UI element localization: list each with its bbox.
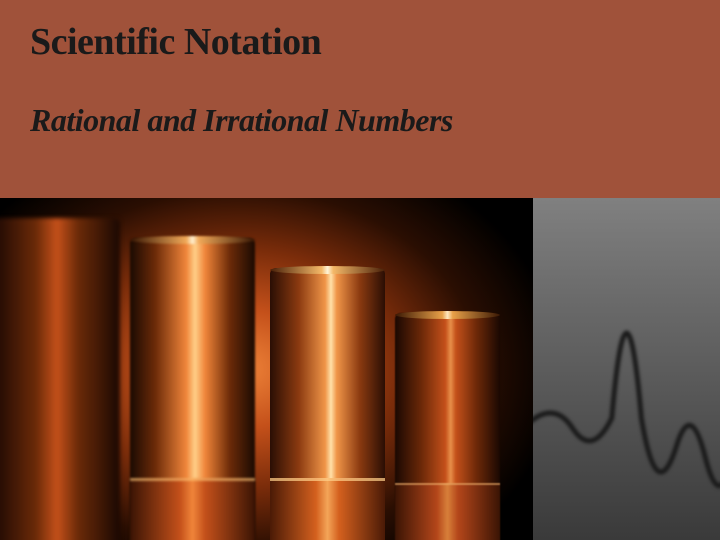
tube-liquid [130, 478, 255, 540]
slide-imagery [0, 198, 720, 540]
test-tube [0, 218, 120, 540]
tube-rim [130, 236, 255, 244]
slide-title: Scientific Notation [30, 20, 690, 64]
tube-liquid [270, 478, 385, 540]
tube-liquid [395, 483, 500, 540]
slide: Scientific Notation Rational and Irratio… [0, 0, 720, 540]
tube-rim [395, 311, 500, 319]
tube-rim [270, 266, 385, 274]
waveform-image [533, 198, 720, 540]
slide-header: Scientific Notation Rational and Irratio… [0, 0, 720, 198]
slide-subtitle: Rational and Irrational Numbers [30, 102, 690, 139]
waveform-svg [533, 198, 720, 540]
test-tubes-image [0, 198, 533, 540]
waveform-path [533, 333, 720, 486]
